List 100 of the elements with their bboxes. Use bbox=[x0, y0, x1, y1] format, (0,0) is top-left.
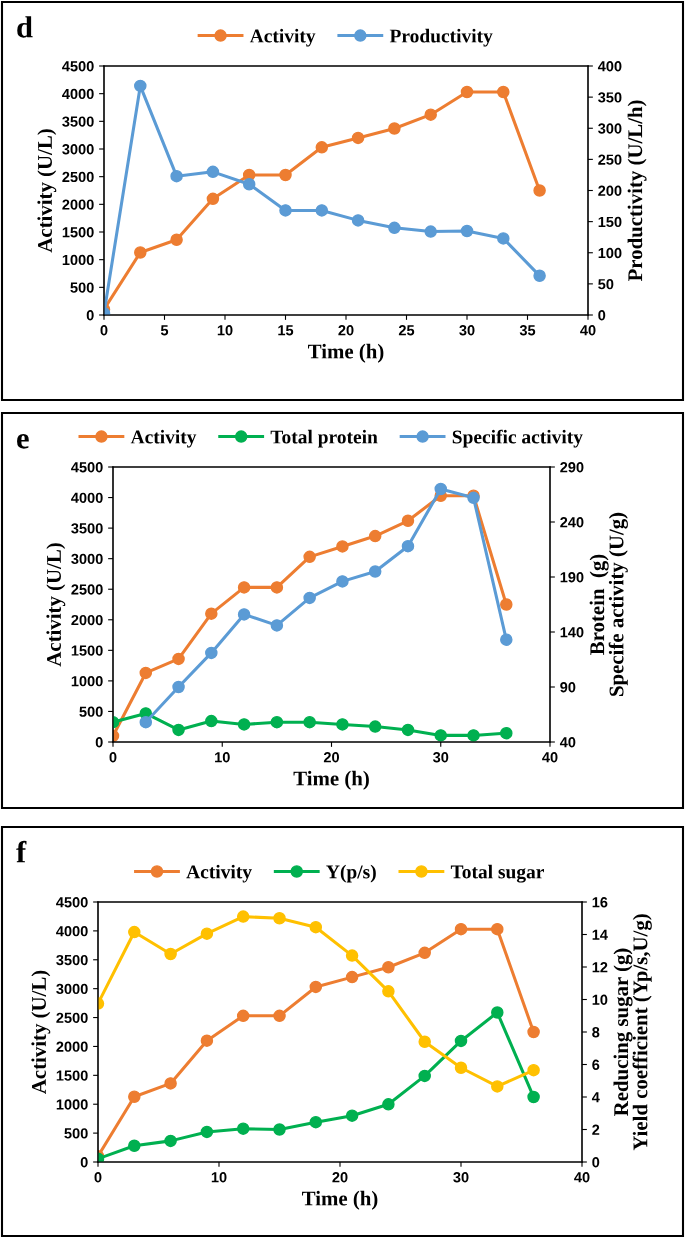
legend-label: Activity bbox=[249, 28, 316, 47]
x-tick-label: 10 bbox=[215, 752, 230, 763]
y-tick-label: 2000 bbox=[56, 1041, 88, 1052]
legend-label: Activity bbox=[130, 429, 197, 448]
y-tick-label: 4000 bbox=[71, 492, 103, 503]
y-tick-label: 3000 bbox=[56, 983, 88, 995]
point bbox=[454, 1061, 468, 1075]
legend-label: Activity bbox=[186, 864, 252, 883]
y2-tick-label: 240 bbox=[560, 517, 584, 528]
y2-tick-label: 250 bbox=[598, 154, 622, 165]
x-tick-label: 25 bbox=[398, 325, 415, 336]
y-tick-label: 4500 bbox=[56, 897, 88, 908]
point bbox=[315, 141, 329, 154]
point bbox=[382, 985, 395, 998]
point bbox=[527, 1025, 540, 1039]
y2-axis-title: Reducing sugar (g) Yield coefficient (Yp/s,U/g) bbox=[613, 914, 652, 1151]
point bbox=[200, 1034, 214, 1047]
y2-tick-label: 12 bbox=[592, 962, 608, 973]
y-tick-label: 4000 bbox=[62, 88, 94, 100]
y2-tick-label: 40 bbox=[559, 737, 576, 748]
x-tick-label: 40 bbox=[580, 325, 596, 336]
point bbox=[418, 1035, 431, 1049]
point bbox=[345, 949, 359, 962]
y2-tick-label: 0 bbox=[592, 1157, 600, 1168]
y-axis-title: Activity (U/L) bbox=[46, 543, 66, 667]
point bbox=[467, 729, 480, 742]
point bbox=[527, 1090, 540, 1104]
point bbox=[309, 1115, 323, 1129]
point bbox=[434, 729, 448, 742]
point bbox=[401, 723, 415, 737]
x-tick-label: 5 bbox=[160, 325, 169, 336]
y-tick-label: 0 bbox=[86, 310, 94, 321]
y2-tick-label: 100 bbox=[598, 247, 622, 259]
point bbox=[206, 165, 220, 179]
chart-title: d bbox=[17, 16, 33, 38]
y2-tick-label: 8 bbox=[592, 1027, 600, 1038]
point bbox=[200, 927, 214, 940]
point bbox=[200, 1125, 214, 1139]
point bbox=[382, 1098, 395, 1111]
point bbox=[164, 1134, 177, 1148]
point bbox=[303, 591, 316, 605]
x-tick-label: 20 bbox=[323, 752, 340, 763]
point bbox=[172, 723, 185, 737]
legend-label: Total sugar bbox=[450, 864, 544, 883]
point bbox=[273, 1123, 286, 1136]
x-axis-title: Time (h) bbox=[293, 770, 369, 790]
x-tick-label: 40 bbox=[542, 752, 558, 763]
point bbox=[303, 715, 316, 729]
point bbox=[500, 633, 513, 646]
point bbox=[270, 619, 284, 632]
point bbox=[533, 269, 546, 283]
y2-tick-label: 300 bbox=[598, 123, 622, 134]
y2-tick-label: 400 bbox=[597, 61, 622, 72]
point bbox=[270, 715, 284, 729]
y-tick-label: 2500 bbox=[62, 171, 94, 183]
point bbox=[351, 214, 365, 227]
point bbox=[497, 232, 510, 245]
x-tick-label: 30 bbox=[432, 752, 449, 763]
y2-tick-label: 14 bbox=[592, 929, 608, 940]
y-tick-label: 1500 bbox=[56, 1070, 88, 1081]
point bbox=[500, 726, 513, 740]
legend-label: Total protein bbox=[270, 429, 378, 448]
point bbox=[205, 714, 218, 728]
x-tick-label: 40 bbox=[574, 1172, 590, 1183]
point bbox=[237, 581, 251, 594]
point bbox=[242, 178, 256, 191]
y-tick-label: 2000 bbox=[71, 614, 103, 626]
point bbox=[345, 970, 359, 984]
y-tick-label: 500 bbox=[64, 1128, 88, 1139]
y-tick-label: 3500 bbox=[62, 116, 94, 127]
y2-tick-label: 0 bbox=[598, 310, 606, 321]
point bbox=[351, 131, 365, 145]
y2-tick-label: 140 bbox=[560, 627, 584, 638]
point bbox=[237, 718, 251, 731]
point bbox=[164, 947, 177, 961]
point bbox=[279, 204, 292, 217]
point bbox=[128, 1090, 141, 1103]
y-tick-label: 3000 bbox=[62, 144, 94, 155]
point bbox=[368, 529, 382, 543]
point bbox=[424, 108, 437, 121]
point bbox=[401, 539, 415, 553]
y2-tick-label: 350 bbox=[598, 92, 622, 103]
x-tick-label: 15 bbox=[278, 325, 294, 336]
y2-tick-label: 10 bbox=[592, 994, 608, 1005]
point bbox=[134, 246, 147, 259]
point bbox=[382, 961, 395, 974]
y-tick-label: 1500 bbox=[71, 645, 103, 656]
point bbox=[170, 233, 183, 246]
point bbox=[164, 1077, 177, 1090]
legend-label: Productivity bbox=[389, 28, 493, 47]
point bbox=[128, 925, 141, 939]
point bbox=[497, 85, 510, 99]
point bbox=[273, 1009, 286, 1023]
y-tick-label: 4500 bbox=[71, 462, 103, 473]
point bbox=[237, 608, 251, 621]
y-tick-label: 1000 bbox=[56, 1099, 88, 1110]
legend-label: Y(p/s) bbox=[326, 864, 376, 883]
point bbox=[460, 85, 474, 99]
y2-axis-title: Brotein (g) Specife activity (U/g) bbox=[589, 512, 628, 696]
y-axis-title: Activity (U/L) bbox=[37, 129, 57, 253]
